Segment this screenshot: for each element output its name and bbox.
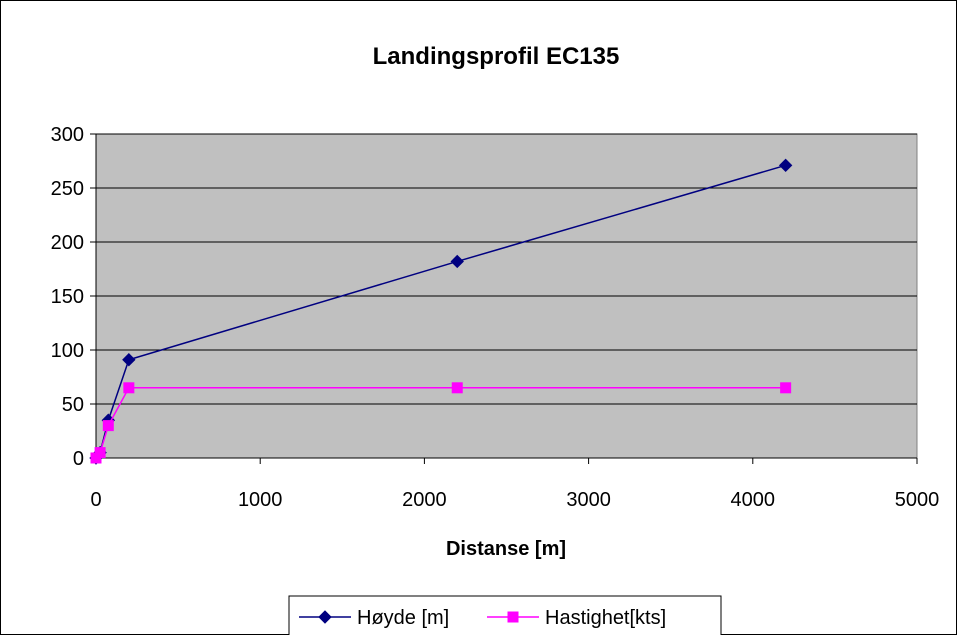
x-tick-label-2: 2000	[402, 489, 447, 511]
data-point-1-1	[94, 447, 106, 459]
y-tick-label-3: 150	[51, 286, 84, 308]
data-point-1-2	[102, 420, 114, 432]
y-tick-label-0: 0	[73, 448, 84, 470]
y-tick-label-6: 300	[51, 124, 84, 146]
y-axis-ticks: 0 50 100 150 200 250 300	[51, 124, 96, 470]
x-tick-label-5: 5000	[895, 489, 940, 511]
data-point-0-5	[778, 158, 793, 173]
legend-entry-0: Høyde [m]	[299, 607, 449, 629]
y-tick-label-4: 200	[51, 232, 84, 254]
x-tick-label-3: 3000	[566, 489, 611, 511]
x-axis-ticks: 0 1000 2000 3000 4000 5000	[90, 458, 939, 511]
data-point-0-4	[450, 254, 464, 269]
legend-marker-0	[318, 610, 332, 624]
legend-box	[288, 595, 722, 635]
x-tick-label-0: 0	[90, 489, 101, 511]
y-tick-label-1: 50	[62, 394, 84, 416]
legend-entry-1: Hastighet[kts]	[487, 607, 666, 629]
legend-label-1: Hastighet[kts]	[545, 607, 666, 629]
legend-marker-1	[507, 611, 519, 623]
series-1	[90, 382, 792, 464]
x-tick-label-4: 4000	[731, 489, 776, 511]
data-point-1-5	[780, 382, 792, 394]
x-axis-label: Distanse [m]	[446, 538, 566, 560]
data-point-1-4	[451, 382, 463, 394]
chart-title: Landingsprofil EC135	[373, 43, 620, 70]
series-group	[89, 158, 793, 465]
legend-label-0: Høyde [m]	[357, 607, 449, 629]
y-tick-label-5: 250	[51, 178, 84, 200]
x-tick-label-1: 1000	[238, 489, 283, 511]
y-tick-label-2: 100	[51, 340, 84, 362]
legend: Høyde [m] Hastighet[kts]	[288, 595, 722, 635]
gridlines	[96, 133, 917, 405]
data-point-1-3	[123, 382, 135, 394]
data-point-0-3	[122, 353, 136, 367]
